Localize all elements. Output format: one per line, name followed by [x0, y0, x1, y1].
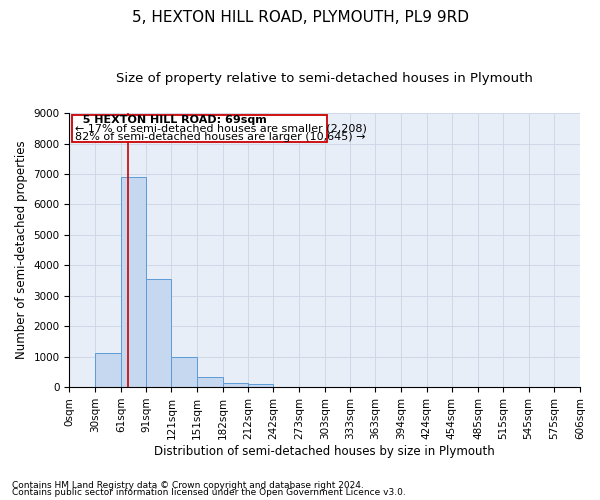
Bar [172, 356, 197, 387]
Text: 82% of semi-detached houses are larger (10,645) →: 82% of semi-detached houses are larger (… [76, 132, 366, 142]
Bar [72, 114, 327, 142]
Text: ← 17% of semi-detached houses are smaller (2,208): ← 17% of semi-detached houses are smalle… [76, 124, 367, 134]
Text: 5 HEXTON HILL ROAD: 69sqm: 5 HEXTON HILL ROAD: 69sqm [76, 115, 267, 125]
Text: 5, HEXTON HILL ROAD, PLYMOUTH, PL9 9RD: 5, HEXTON HILL ROAD, PLYMOUTH, PL9 9RD [131, 10, 469, 25]
Bar [223, 383, 248, 387]
Bar [248, 384, 274, 387]
X-axis label: Distribution of semi-detached houses by size in Plymouth: Distribution of semi-detached houses by … [154, 444, 495, 458]
Text: Contains HM Land Registry data © Crown copyright and database right 2024.: Contains HM Land Registry data © Crown c… [12, 480, 364, 490]
Bar [146, 278, 172, 387]
Bar [121, 177, 146, 387]
Title: Size of property relative to semi-detached houses in Plymouth: Size of property relative to semi-detach… [116, 72, 533, 86]
Text: Contains public sector information licensed under the Open Government Licence v3: Contains public sector information licen… [12, 488, 406, 497]
Bar [197, 377, 223, 387]
Bar [95, 352, 121, 387]
Y-axis label: Number of semi-detached properties: Number of semi-detached properties [15, 141, 28, 360]
